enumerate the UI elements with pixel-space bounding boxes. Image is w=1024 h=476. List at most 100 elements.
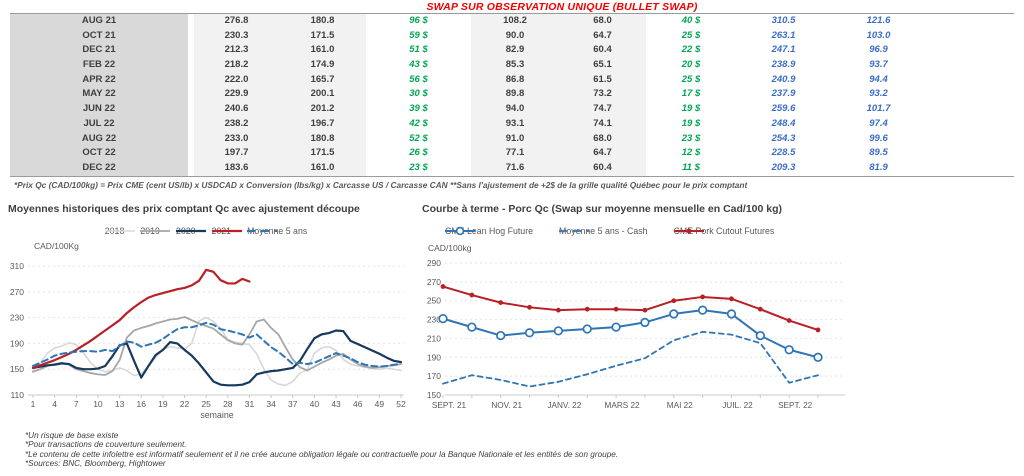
svg-text:210: 210 xyxy=(427,333,441,343)
table-cell: 90.0 xyxy=(471,28,559,44)
table-cell: 212.3 xyxy=(194,43,279,59)
table-cell: 200.1 xyxy=(279,87,366,103)
table-row: AUG 22 233.0 180.8 52 $91.0 68.0 23 $254.3 99.… xyxy=(10,131,1014,147)
svg-text:270: 270 xyxy=(10,287,24,297)
svg-text:SEPT. 22: SEPT. 22 xyxy=(778,401,813,410)
table-cell: 196.7 xyxy=(279,116,366,132)
table-cell: 19 $ xyxy=(646,102,736,117)
legend-swatch-line xyxy=(211,229,242,233)
table-cell: 263.1 xyxy=(736,28,831,44)
table-gap xyxy=(188,102,194,117)
svg-text:34: 34 xyxy=(266,399,276,409)
table-cell: 86.8 xyxy=(471,72,559,88)
legend-item: 2018 xyxy=(104,226,135,236)
svg-text:semaine: semaine xyxy=(200,410,233,420)
forward-curve-chart-canvas: 150 170 190 210 230 250 270 290 SEPT. 21 NOV. 21 J… xyxy=(427,258,845,410)
table-cell: 201.2 xyxy=(279,102,366,117)
legend-item: Moyenne 5 ans xyxy=(247,226,307,236)
svg-text:JUIL. 22: JUIL. 22 xyxy=(722,401,753,410)
table-cell: 180.8 xyxy=(279,14,366,29)
table-filler xyxy=(926,87,1014,103)
table-cell: DEC 21 xyxy=(10,43,188,59)
table-cell: 259.6 xyxy=(736,102,831,117)
historical-chart-legend: 2018 2019 2020 2021 Moyenne 5 ans xyxy=(0,226,412,236)
table-gap xyxy=(188,87,194,103)
svg-text:31: 31 xyxy=(245,399,255,409)
table-cell: 64.7 xyxy=(559,146,646,161)
legend-item: Moyenne 5 ans - Cash xyxy=(559,226,648,236)
table-cell: 19 $ xyxy=(646,116,736,132)
table-cell: 238.2 xyxy=(194,116,279,132)
svg-text:270: 270 xyxy=(427,277,441,287)
table-cell: 96.9 xyxy=(831,43,926,59)
table-cell: 240.9 xyxy=(736,72,831,88)
table-cell: FEB 22 xyxy=(10,58,188,73)
table-row: OCT 21 230.3 171.5 59 $90.0 64.7 25 $263.1 103… xyxy=(10,28,1014,44)
swap-section-title: SWAP SUR OBSERVATION UNIQUE (BULLET SWAP… xyxy=(426,1,698,13)
svg-text:52: 52 xyxy=(396,399,406,409)
table-cell: 51 $ xyxy=(366,43,471,59)
svg-text:190: 190 xyxy=(10,338,24,348)
table-row: JUL 22 238.2 196.7 42 $93.1 74.1 19 $248.4 97.… xyxy=(10,116,1014,132)
svg-text:MAI 22: MAI 22 xyxy=(667,401,693,410)
table-cell: 276.8 xyxy=(194,14,279,29)
table-cell: 73.2 xyxy=(559,87,646,103)
table-filler xyxy=(926,146,1014,161)
table-filler xyxy=(926,160,1014,176)
table-cell: 93.7 xyxy=(831,58,926,73)
table-filler xyxy=(926,14,1014,29)
svg-text:43: 43 xyxy=(331,399,341,409)
table-cell: 96 $ xyxy=(366,14,471,29)
legend-item: CME Pork Cutout Futures xyxy=(673,226,774,236)
table-cell: 180.8 xyxy=(279,131,366,147)
svg-text:28: 28 xyxy=(223,399,233,409)
table-row: OCT 22 197.7 171.5 26 $77.1 64.7 12 $228.5 89.… xyxy=(10,146,1014,161)
table-cell: 240.6 xyxy=(194,102,279,117)
table-cell: 93.1 xyxy=(471,116,559,132)
legend-swatch-line xyxy=(140,230,171,232)
table-cell: 247.1 xyxy=(736,43,831,59)
table-filler xyxy=(926,43,1014,59)
table-cell: 17 $ xyxy=(646,87,736,103)
table-cell: 77.1 xyxy=(471,146,559,161)
table-cell: 237.9 xyxy=(736,87,831,103)
table-cell: 174.9 xyxy=(279,58,366,73)
table-cell: 20 $ xyxy=(646,58,736,73)
table-cell: 254.3 xyxy=(736,131,831,147)
table-cell: 161.0 xyxy=(279,43,366,59)
table-cell: 218.2 xyxy=(194,58,279,73)
table-cell: 23 $ xyxy=(366,160,471,176)
svg-text:310: 310 xyxy=(10,261,24,271)
historical-chart-title: Moyennes historiques des prix comptant Q… xyxy=(8,203,360,215)
table-cell: 165.7 xyxy=(279,72,366,88)
table-gap xyxy=(188,58,194,73)
table-row: MAY 22 229.9 200.1 30 $89.8 73.2 17 $237.9 93.… xyxy=(10,87,1014,103)
legend-item: 2021 xyxy=(211,226,242,236)
svg-text:13: 13 xyxy=(115,399,125,409)
table-row: DEC 21 212.3 161.0 51 $82.9 60.4 22 $247.1 96.… xyxy=(10,43,1014,59)
table-cell: 52 $ xyxy=(366,131,471,147)
swap-table: AUG 21 276.8 180.8 96 $108.2 68.0 40 $310.5 12… xyxy=(10,13,1014,177)
svg-text:JANV. 22: JANV. 22 xyxy=(547,401,581,410)
table-cell: 56 $ xyxy=(366,72,471,88)
table-filler xyxy=(926,72,1014,88)
table-cell: 171.5 xyxy=(279,28,366,44)
table-gap xyxy=(188,131,194,147)
table-cell: 43 $ xyxy=(366,58,471,73)
legend-swatch-line xyxy=(445,226,475,236)
historical-chart-y-unit: CAD/100Kg xyxy=(34,241,79,251)
forward-curve-chart-legend: CME Lean Hog Future Moyenne 5 ans - Cash C… xyxy=(445,226,774,236)
table-cell: AUG 21 xyxy=(10,14,188,29)
table-cell: 42 $ xyxy=(366,116,471,132)
table-cell: 23 $ xyxy=(646,131,736,147)
table-cell: 248.4 xyxy=(736,116,831,132)
table-cell: 108.2 xyxy=(471,14,559,29)
table-cell: 68.0 xyxy=(559,14,646,29)
table-cell: OCT 21 xyxy=(10,28,188,44)
table-gap xyxy=(188,14,194,29)
table-cell: 22 $ xyxy=(646,43,736,59)
legend-item: CME Lean Hog Future xyxy=(445,226,533,236)
svg-text:MARS 22: MARS 22 xyxy=(605,401,640,410)
table-filler xyxy=(926,28,1014,44)
